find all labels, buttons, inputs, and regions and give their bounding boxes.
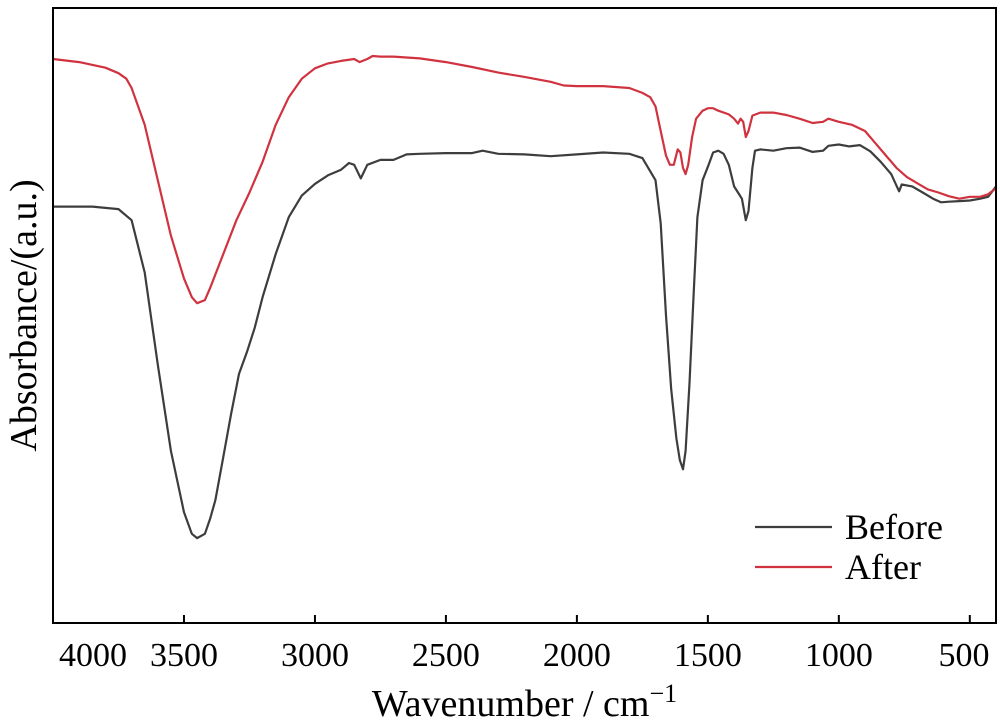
legend-label-before: Before [845,507,943,547]
plot-frame [52,7,997,624]
x-tick-label: 3500 [150,637,218,674]
x-tick-label: 4000 [59,637,127,674]
series-line-after [52,54,997,305]
plot-area [52,54,997,540]
x-axis-ticks: 4000 3500 3000 2500 2000 1500 1000 500 [52,615,990,674]
x-tick-label: 3000 [281,637,349,674]
series-line-before [53,143,997,540]
x-axis-label: Wavenumber / cm−1 [372,679,677,724]
x-tick-label: 2000 [543,637,611,674]
y-axis-label: Absorbance/(a.u.) [3,179,45,451]
x-tick-label: 500 [939,637,990,674]
x-tick-label: 1500 [674,637,742,674]
legend-label-after: After [845,547,921,587]
x-tick-label: 1000 [805,637,873,674]
x-tick-label: 2500 [412,637,480,674]
